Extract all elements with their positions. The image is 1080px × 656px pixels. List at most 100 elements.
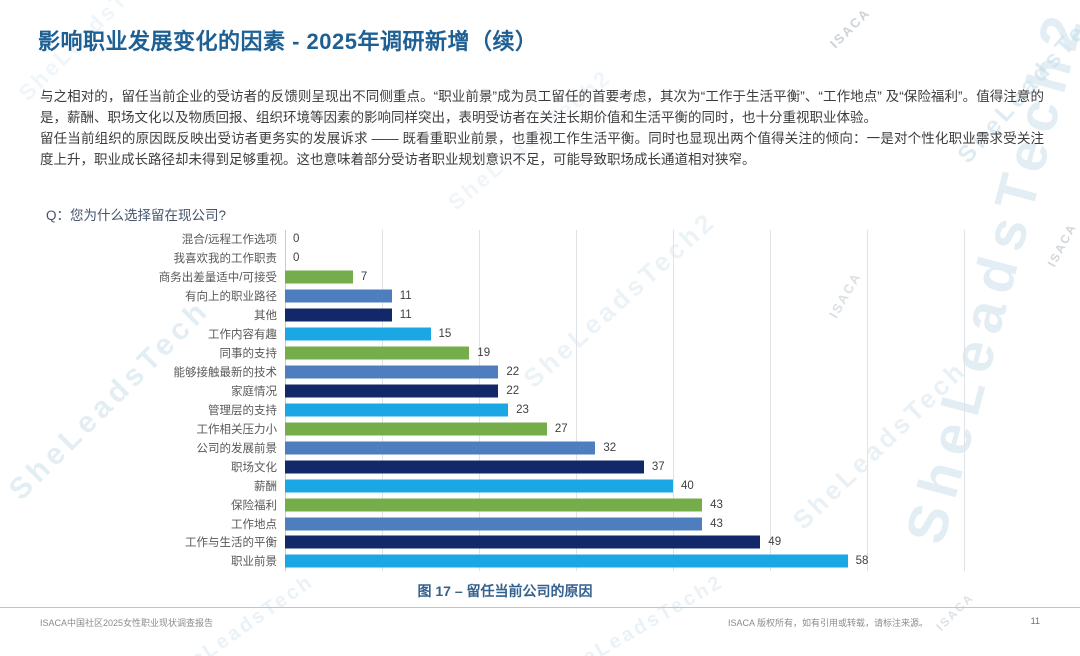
category-label: 保险福利 <box>231 499 277 512</box>
category-label: 工作内容有趣 <box>208 329 277 342</box>
chart-row: 其他 11 <box>38 306 1054 325</box>
bar-track: 32 <box>285 438 1054 457</box>
value-label: 58 <box>855 555 869 568</box>
gridline-60 <box>867 230 868 571</box>
bar <box>285 270 353 284</box>
category-label: 薪酬 <box>254 480 277 493</box>
category-label: 公司的发展前景 <box>196 442 278 455</box>
bar-track: 22 <box>285 382 1054 401</box>
value-label: 11 <box>399 290 412 303</box>
category-label: 职场文化 <box>231 461 277 474</box>
category-label: 职业前景 <box>231 556 277 569</box>
chart-rows: 混合/远程工作选项 0 我喜欢我的工作职责 0 商务出差量适中/可接受 7 有向上的职业路径… <box>38 230 1054 571</box>
bar-track: 49 <box>285 533 1054 552</box>
paragraph-1: 与之相对的，留任当前企业的受访者的反馈则呈现出不同侧重点。“职业前景”成为员工留… <box>40 89 1044 125</box>
chart-row: 职业前景 58 <box>38 552 1054 571</box>
bar-chart: 混合/远程工作选项 0 我喜欢我的工作职责 0 商务出差量适中/可接受 7 有向上的职业路径… <box>38 230 1054 571</box>
bar-track: 27 <box>285 419 1054 438</box>
footer-divider <box>0 607 1080 608</box>
bar <box>285 346 470 360</box>
bar <box>285 460 644 474</box>
value-label: 0 <box>293 233 300 246</box>
value-label: 22 <box>506 384 520 397</box>
chart-row: 职场文化 37 <box>38 457 1054 476</box>
gridline-30 <box>576 230 577 571</box>
chart-row: 我喜欢我的工作职责 0 <box>38 249 1054 268</box>
category-label: 家庭情况 <box>231 385 277 398</box>
gridline-10 <box>382 230 383 571</box>
bar <box>285 498 703 512</box>
bar <box>285 308 392 322</box>
chart-row: 工作地点 43 <box>38 514 1054 533</box>
bar <box>285 384 499 398</box>
gridline-40 <box>673 230 674 571</box>
value-label: 7 <box>360 271 368 284</box>
figure-caption: 图 17 – 留任当前公司的原因 <box>417 583 593 599</box>
value-label: 32 <box>603 441 617 454</box>
category-label: 有向上的职业路径 <box>185 291 277 304</box>
chart-row: 管理层的支持 23 <box>38 400 1054 419</box>
bar <box>285 403 509 417</box>
category-label: 工作地点 <box>231 518 277 531</box>
value-label: 0 <box>293 252 300 265</box>
chart-row: 工作相关压力小 27 <box>38 419 1054 438</box>
bar-track: 0 <box>285 230 1054 249</box>
bar-track: 37 <box>285 457 1054 476</box>
chart-row: 商务出差量适中/可接受 7 <box>38 268 1054 287</box>
bar-track: 11 <box>285 306 1054 325</box>
value-label: 11 <box>399 309 412 322</box>
gridline-20 <box>479 230 480 571</box>
bar-track: 23 <box>285 400 1054 419</box>
body-text: 与之相对的，留任当前企业的受访者的反馈则呈现出不同侧重点。“职业前景”成为员工留… <box>40 86 1044 170</box>
gridline-70 <box>964 230 965 571</box>
paragraph-2: 留任当前组织的原因既反映出受访者更务实的发展诉求 —— 既看重职业前景，也重视工… <box>40 131 1044 167</box>
bar-track: 0 <box>285 249 1054 268</box>
category-label: 其他 <box>254 310 277 323</box>
bar <box>285 365 499 379</box>
chart-row: 混合/远程工作选项 0 <box>38 230 1054 249</box>
value-label: 37 <box>651 460 665 473</box>
chart-row: 公司的发展前景 32 <box>38 438 1054 457</box>
value-label: 22 <box>506 366 520 379</box>
value-label: 40 <box>681 479 694 492</box>
bar-track: 43 <box>285 495 1054 514</box>
bar-track: 15 <box>285 325 1054 344</box>
chart-row: 同事的支持 19 <box>38 344 1054 363</box>
category-label: 我喜欢我的工作职责 <box>173 253 278 266</box>
page-title: 影响职业发展变化的因素 - 2025年调研新增（续） <box>38 29 538 54</box>
category-label: 工作相关压力小 <box>196 423 278 436</box>
value-label: 19 <box>477 347 491 360</box>
chart-row: 能够接触最新的技术 22 <box>38 363 1054 382</box>
bar <box>285 554 848 568</box>
page-number: 11 <box>1030 616 1040 626</box>
bar-track: 43 <box>285 514 1054 533</box>
value-label: 23 <box>516 403 529 416</box>
bar <box>285 479 673 493</box>
category-label: 混合/远程工作选项 <box>181 234 277 247</box>
chart-row: 家庭情况 22 <box>38 382 1054 401</box>
bar-track: 40 <box>285 476 1054 495</box>
watermark-text: ISACA <box>826 4 874 52</box>
bar-track: 19 <box>285 344 1054 363</box>
bar-track: 22 <box>285 363 1054 382</box>
category-label: 商务出差量适中/可接受 <box>158 272 277 285</box>
bar <box>285 535 761 549</box>
bar <box>285 441 596 455</box>
bar-track: 11 <box>285 287 1054 306</box>
gridline-50 <box>770 230 771 571</box>
bar <box>285 422 547 436</box>
footer-report-title: ISACA中国社区2025女性职业现状调查报告 <box>40 618 214 628</box>
value-label: 43 <box>710 517 723 530</box>
category-label: 工作与生活的平衡 <box>185 537 277 550</box>
chart-row: 有向上的职业路径 11 <box>38 287 1054 306</box>
bar <box>285 517 703 531</box>
bar <box>285 289 392 303</box>
value-label: 49 <box>768 536 782 549</box>
category-label: 管理层的支持 <box>208 404 277 417</box>
value-label: 43 <box>710 498 723 511</box>
footer-copyright: ISACA 版权所有，如有引用或转载，请标注来源。 <box>727 618 928 628</box>
chart-question: Q：您为什么选择留在现公司? <box>46 208 227 223</box>
value-label: 15 <box>438 328 452 341</box>
value-label: 27 <box>554 422 568 435</box>
